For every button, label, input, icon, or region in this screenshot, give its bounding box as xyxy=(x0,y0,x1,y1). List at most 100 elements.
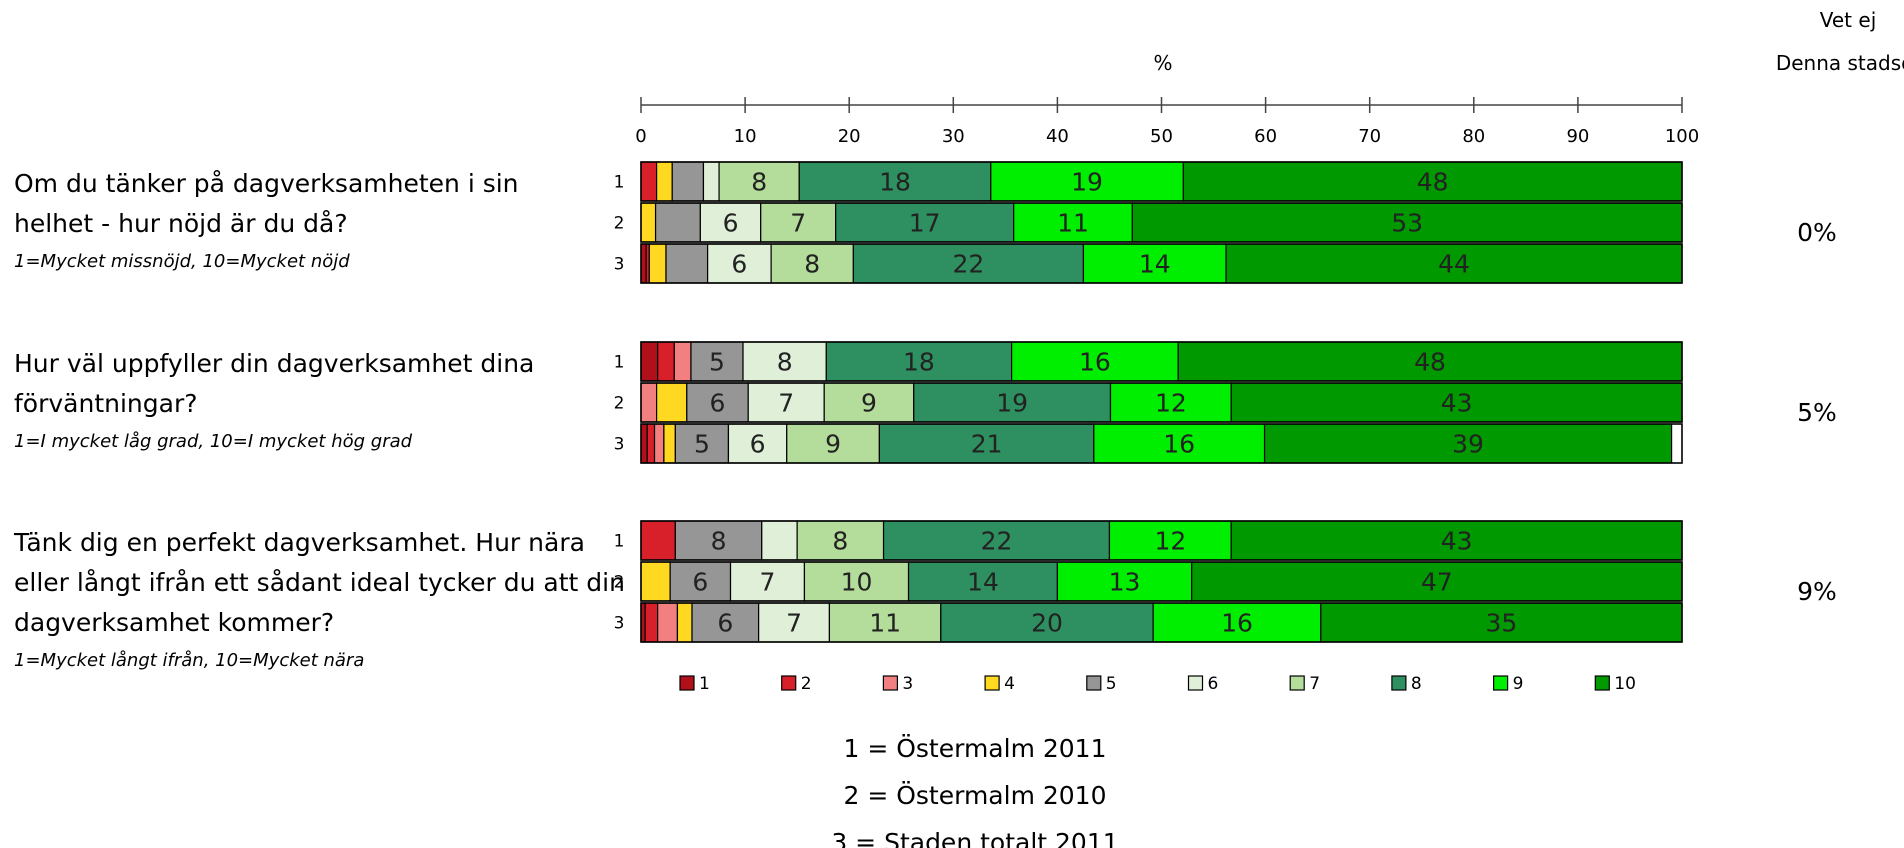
axis-tick-label: 80 xyxy=(1462,126,1485,147)
bar-value-label: 21 xyxy=(971,430,1003,459)
legend-swatch xyxy=(679,675,695,691)
bar-value-label: 9 xyxy=(825,430,841,459)
bar-segment xyxy=(1131,202,1683,243)
bar-segment xyxy=(1177,341,1683,382)
bar-segment xyxy=(640,520,676,561)
question-title: Hur väl uppfyller din dagverksamhet dina xyxy=(14,349,534,378)
header-denna-stadsd: Denna stadsd. xyxy=(1776,51,1904,75)
bar-value-label: 47 xyxy=(1421,568,1453,597)
row-label: 3 xyxy=(614,435,625,455)
legend-swatch xyxy=(781,675,797,691)
bar-segment xyxy=(796,520,885,561)
bar-value-label: 18 xyxy=(879,168,911,197)
legend-label: 4 xyxy=(1004,674,1015,694)
axis-tick-label: 40 xyxy=(1046,126,1069,147)
bar-segment xyxy=(1191,561,1683,602)
legend-swatch xyxy=(882,675,899,691)
axis-tick-label: 100 xyxy=(1665,126,1699,147)
question-title: dagverksamhet kommer? xyxy=(14,608,334,637)
legend-label: 3 xyxy=(902,674,913,694)
bar-value-label: 18 xyxy=(903,348,935,377)
bar-value-label: 6 xyxy=(710,389,726,418)
bar-segment xyxy=(686,382,749,423)
legend-label: 1 xyxy=(699,674,710,694)
bar-value-label: 19 xyxy=(996,389,1028,418)
bar-outline xyxy=(640,243,1683,284)
row-label: 1 xyxy=(614,173,625,193)
bar-segment xyxy=(823,382,915,423)
bar-value-label: 8 xyxy=(777,348,793,377)
bar-segment xyxy=(852,243,1085,284)
x-axis: 0 10 20 30 40 50 60 70 80 90 100 xyxy=(635,97,1699,147)
row-label: 2 xyxy=(614,573,625,593)
bar-segment xyxy=(648,243,667,284)
legend-label: 10 xyxy=(1614,674,1636,694)
question-scale: 1=I mycket låg grad, 10=I mycket hög gra… xyxy=(14,431,413,452)
question-group: Hur väl uppfyller din dagverksamhet dina… xyxy=(14,341,1837,464)
row-label: 3 xyxy=(614,614,625,634)
row-label: 1 xyxy=(614,532,625,552)
bar-segment xyxy=(646,423,656,464)
bar-segment xyxy=(673,341,692,382)
bar-segment xyxy=(940,602,1154,643)
axis-tick-label: 20 xyxy=(838,126,861,147)
bar-segment xyxy=(640,341,659,382)
question-title: eller långt ifrån ett sådant ideal tycke… xyxy=(14,568,625,597)
bar-value-label: 44 xyxy=(1438,250,1470,279)
row-label: 2 xyxy=(614,214,625,234)
bar-value-label: 5 xyxy=(694,430,710,459)
bar-segment xyxy=(640,202,657,243)
bar-segment xyxy=(1152,602,1322,643)
axis-tick-label: 60 xyxy=(1254,126,1277,147)
bar-segment xyxy=(654,202,701,243)
bar-segment xyxy=(1013,202,1133,243)
bar-value-label: 22 xyxy=(952,250,984,279)
row-label: 3 xyxy=(614,255,625,275)
legend-swatch xyxy=(1289,675,1305,691)
bar-value-label: 8 xyxy=(832,527,848,556)
bar-value-label: 17 xyxy=(909,209,941,238)
question-scale: 1=Mycket långt ifrån, 10=Mycket nära xyxy=(14,650,364,671)
question-group: Tänk dig en perfekt dagverksamhet. Hur n… xyxy=(13,520,1837,671)
legend-swatch xyxy=(1086,675,1102,691)
axis-tick-label: 70 xyxy=(1358,126,1381,147)
bar-outline xyxy=(640,202,1683,243)
axis-title: % xyxy=(1153,51,1172,75)
bar-segment xyxy=(828,602,942,643)
bar-value-label: 35 xyxy=(1485,609,1517,638)
bar-segment xyxy=(761,520,798,561)
bar-value-label: 7 xyxy=(778,389,794,418)
axis-tick-label: 0 xyxy=(635,126,646,147)
bar-segment xyxy=(640,382,658,423)
bar-segment xyxy=(663,423,676,464)
bar-segment xyxy=(1010,341,1179,382)
bar-segment xyxy=(644,602,659,643)
bar-value-label: 7 xyxy=(790,209,806,238)
bar-segment xyxy=(882,520,1111,561)
bar-segment xyxy=(653,423,665,464)
bar-outline xyxy=(640,602,1683,643)
bar-segment xyxy=(702,161,720,202)
bar-outline xyxy=(640,423,1683,464)
axis-tick-label: 30 xyxy=(942,126,965,147)
bar-value-label: 7 xyxy=(760,568,776,597)
bar-value-label: 13 xyxy=(1109,568,1141,597)
row-label: 1 xyxy=(614,353,625,373)
bar-value-label: 7 xyxy=(786,609,802,638)
bar-value-label: 6 xyxy=(731,250,747,279)
row-label: 2 xyxy=(614,394,625,414)
bar-value-label: 6 xyxy=(750,430,766,459)
axis-tick-label: 90 xyxy=(1566,126,1589,147)
bar-segment xyxy=(1230,382,1683,423)
legend-label: 7 xyxy=(1309,674,1320,694)
bar-segment xyxy=(640,561,671,602)
bar-outline xyxy=(640,561,1683,602)
bar-outline xyxy=(640,520,1683,561)
legend-label: 5 xyxy=(1106,674,1117,694)
bar-segment xyxy=(665,243,709,284)
bar-value-label: 14 xyxy=(1139,250,1171,279)
vet-ej-value: 0% xyxy=(1797,218,1837,247)
bar-segment xyxy=(707,243,772,284)
bar-segment xyxy=(657,341,675,382)
bar-value-label: 14 xyxy=(967,568,999,597)
